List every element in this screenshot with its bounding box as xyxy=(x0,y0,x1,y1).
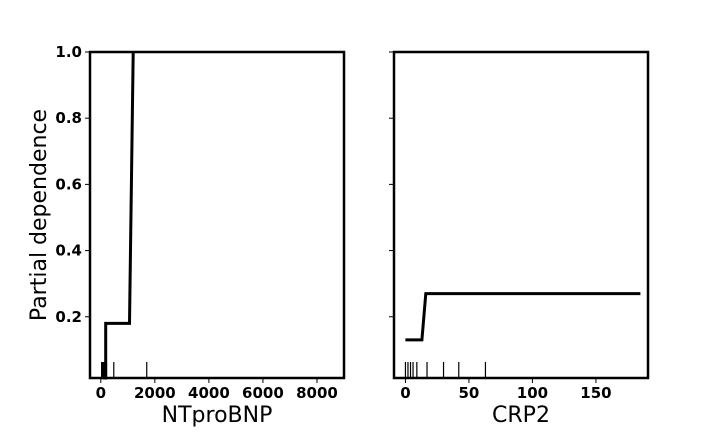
x-axis-label-crp2: CRP2 xyxy=(492,403,550,428)
y-tick-label: 0.4 xyxy=(55,242,82,260)
y-tick-label: 0.6 xyxy=(55,175,82,193)
plot-frame-ntprobnp xyxy=(88,50,346,380)
pd-line-crp2 xyxy=(405,292,641,342)
plot-frame-crp2 xyxy=(392,50,650,380)
x-tick-label-ntprobnp: 2000 xyxy=(134,384,176,402)
x-tick-label-crp2: 150 xyxy=(580,384,611,402)
pd-line-ntprobnp xyxy=(103,51,135,380)
y-axis-label: Partial dependence xyxy=(27,109,52,321)
x-tick-label-ntprobnp: 6000 xyxy=(242,384,284,402)
panel-ntprobnp: 0.2 0.4 0.6 0.8 1.0 0 2000 4000 6000 8000 NTproBN… xyxy=(55,43,346,428)
x-tick-label-ntprobnp: 4000 xyxy=(188,384,230,402)
panel-crp2: 0 50 100 150 CRP2 xyxy=(389,50,650,428)
y-tick-label: 0.2 xyxy=(55,308,82,326)
x-tick-label-ntprobnp: 8000 xyxy=(296,384,338,402)
x-tick-label-ntprobnp: 0 xyxy=(96,384,106,402)
y-tick-label: 1.0 xyxy=(55,43,82,61)
x-axis-label-ntprobnp: NTproBNP xyxy=(162,403,273,428)
x-tick-label-crp2: 50 xyxy=(458,384,479,402)
x-tick-label-crp2: 0 xyxy=(400,384,410,402)
x-tick-label-crp2: 100 xyxy=(517,384,548,402)
y-tick-label: 0.8 xyxy=(55,109,82,127)
